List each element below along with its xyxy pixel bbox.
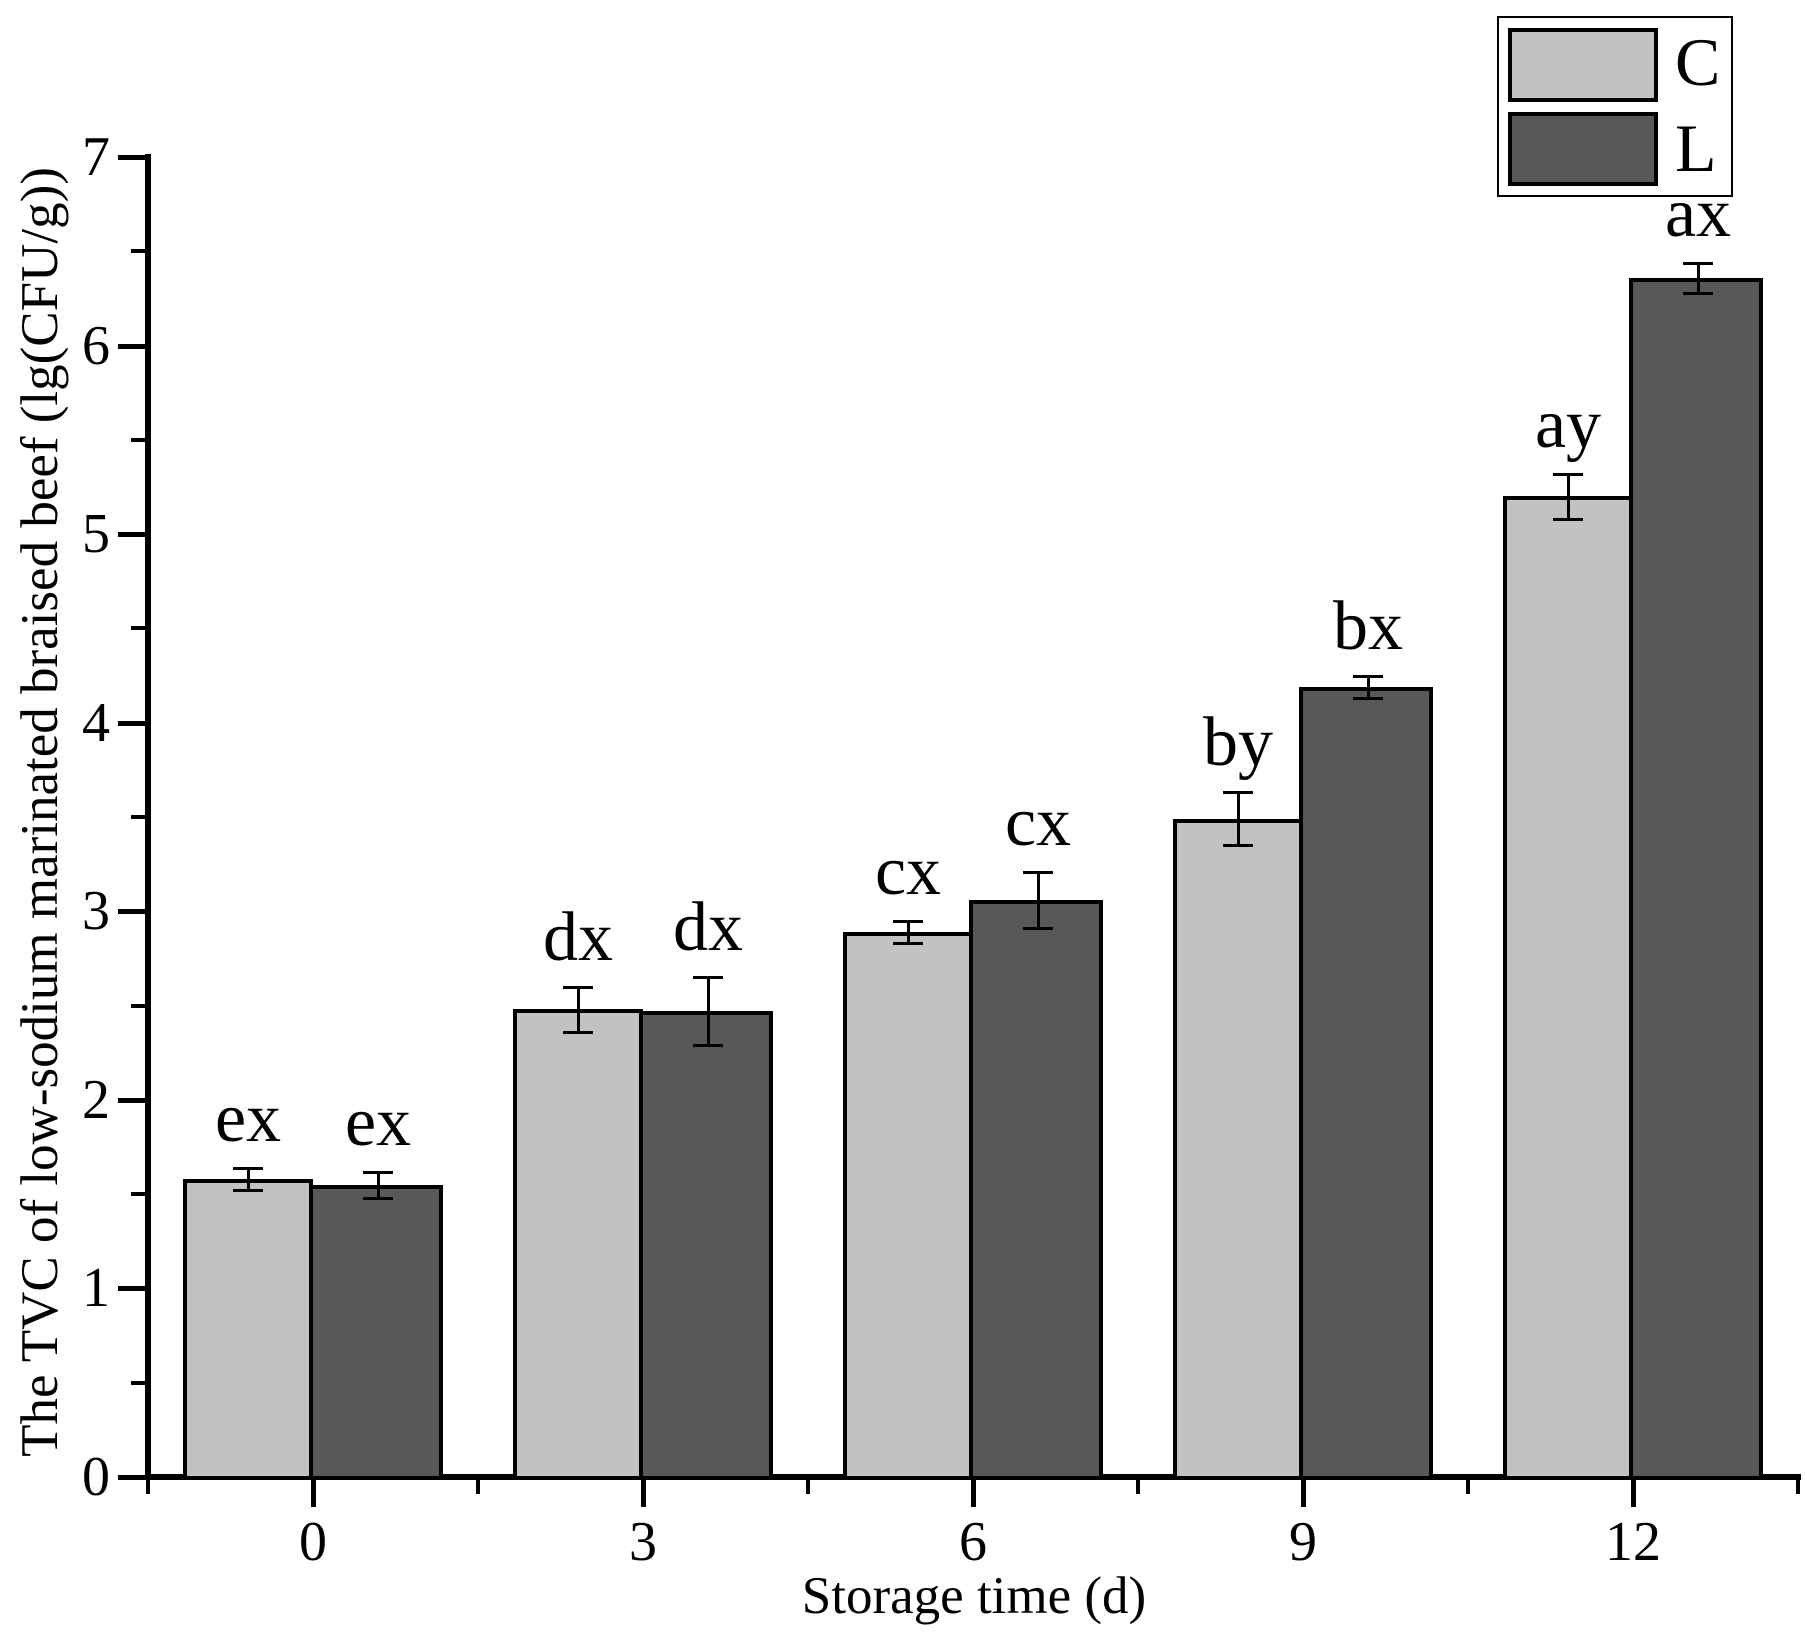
error-bar-line <box>907 920 910 944</box>
x-minor-tick <box>476 1480 480 1494</box>
error-bar-cap-top <box>363 1170 393 1174</box>
error-bar-line <box>1697 262 1700 293</box>
error-bar-cap-top <box>1223 791 1253 795</box>
bar-annotation: cx <box>874 832 942 910</box>
error-bar-cap-bottom <box>693 1044 723 1048</box>
y-tick-label: 6 <box>82 314 110 377</box>
error-bar-cap-bottom <box>1553 518 1583 522</box>
y-minor-tick <box>131 437 145 442</box>
y-tick-label: 0 <box>82 1446 110 1508</box>
y-tick-label: 2 <box>82 1068 110 1131</box>
x-tick-label: 0 <box>299 1511 327 1573</box>
error-bar-cap-bottom <box>893 942 923 946</box>
y-minor-tick <box>131 1003 145 1008</box>
bar-l-3 <box>639 1011 773 1480</box>
bar-l-0 <box>309 1184 443 1480</box>
y-major-tick <box>118 1097 145 1103</box>
bar-annotation: ex <box>344 1083 412 1161</box>
error-bar-cap-top <box>1683 261 1713 265</box>
bar-annotation: bx <box>1333 587 1403 665</box>
x-major-tick <box>311 1480 316 1507</box>
x-minor-tick <box>806 1480 810 1494</box>
y-major-tick <box>118 720 145 726</box>
y-tick-label: 1 <box>82 1257 110 1320</box>
y-tick-label: 7 <box>82 126 110 188</box>
error-bar-cap-top <box>693 976 723 980</box>
legend-swatch-c <box>1508 28 1658 102</box>
x-tick-label: 12 <box>1605 1511 1661 1573</box>
error-bar-line <box>377 1171 380 1198</box>
bar-annotation: dx <box>673 889 743 967</box>
bar-annotation: cx <box>1004 783 1072 861</box>
bar-c-12 <box>1503 496 1633 1480</box>
error-bar-line <box>1367 675 1370 699</box>
y-axis-title: The TVC of low-sodium marinated braised … <box>11 167 69 1457</box>
bar-l-6 <box>969 899 1103 1480</box>
error-bar-line <box>1237 792 1240 846</box>
legend: C L <box>1497 16 1733 197</box>
x-minor-tick <box>1136 1480 1140 1494</box>
y-axis-spine <box>145 154 151 1480</box>
y-minor-tick <box>131 249 145 254</box>
error-bar-cap-top <box>1553 472 1583 476</box>
error-bar-line <box>707 977 710 1046</box>
x-major-tick <box>971 1480 976 1507</box>
y-tick-label: 3 <box>82 880 110 943</box>
bar-c-6 <box>843 932 973 1480</box>
x-tick-label: 3 <box>629 1511 657 1573</box>
bar-annotation: ay <box>1534 385 1602 463</box>
x-major-tick <box>1301 1480 1306 1507</box>
x-tick-label: 6 <box>959 1511 987 1573</box>
x-major-tick <box>1631 1480 1636 1507</box>
y-minor-tick <box>131 1380 145 1385</box>
bar-c-0 <box>183 1179 313 1480</box>
error-bar-cap-top <box>563 985 593 989</box>
bar-annotation: by <box>1203 704 1273 782</box>
bar-l-9 <box>1299 686 1433 1480</box>
bar-annotation: dx <box>543 898 613 976</box>
x-minor-tick <box>146 1480 150 1494</box>
y-major-tick <box>118 155 145 160</box>
legend-label-c: C <box>1675 24 1721 100</box>
y-major-tick <box>118 343 145 349</box>
y-minor-tick <box>131 815 145 819</box>
y-major-tick <box>118 1475 145 1480</box>
y-minor-tick <box>131 1192 145 1197</box>
error-bar-cap-bottom <box>563 1030 593 1034</box>
error-bar-cap-bottom <box>1353 697 1383 701</box>
y-major-tick <box>118 532 145 538</box>
y-minor-tick <box>131 626 145 631</box>
x-axis-title: Storage time (d) <box>801 1567 1147 1625</box>
error-bar-cap-bottom <box>363 1196 393 1200</box>
x-minor-tick <box>1796 1480 1800 1494</box>
y-tick-label: 4 <box>82 691 110 754</box>
x-major-tick <box>641 1480 646 1507</box>
legend-label-l: L <box>1675 110 1717 186</box>
error-bar-line <box>247 1167 250 1191</box>
error-bar-line <box>1037 871 1040 929</box>
error-bar-cap-top <box>1353 674 1383 678</box>
x-minor-tick <box>1466 1480 1470 1494</box>
y-tick-label: 5 <box>82 503 110 566</box>
error-bar-cap-top <box>233 1166 263 1170</box>
error-bar-line <box>1567 473 1570 520</box>
y-major-tick <box>118 1286 145 1292</box>
legend-swatch-l <box>1508 112 1658 186</box>
error-bar-cap-top <box>1023 870 1053 874</box>
bar-c-9 <box>1173 818 1303 1480</box>
x-tick-label: 9 <box>1289 1511 1317 1573</box>
bar-c-3 <box>513 1009 643 1480</box>
bar-annotation: ex <box>214 1079 282 1157</box>
bar-l-12 <box>1629 277 1763 1480</box>
error-bar-cap-top <box>893 919 923 923</box>
error-bar-line <box>577 986 580 1032</box>
error-bar-cap-bottom <box>1223 844 1253 848</box>
y-major-tick <box>118 909 145 915</box>
error-bar-cap-bottom <box>233 1189 263 1193</box>
error-bar-cap-bottom <box>1023 927 1053 931</box>
error-bar-cap-bottom <box>1683 291 1713 295</box>
